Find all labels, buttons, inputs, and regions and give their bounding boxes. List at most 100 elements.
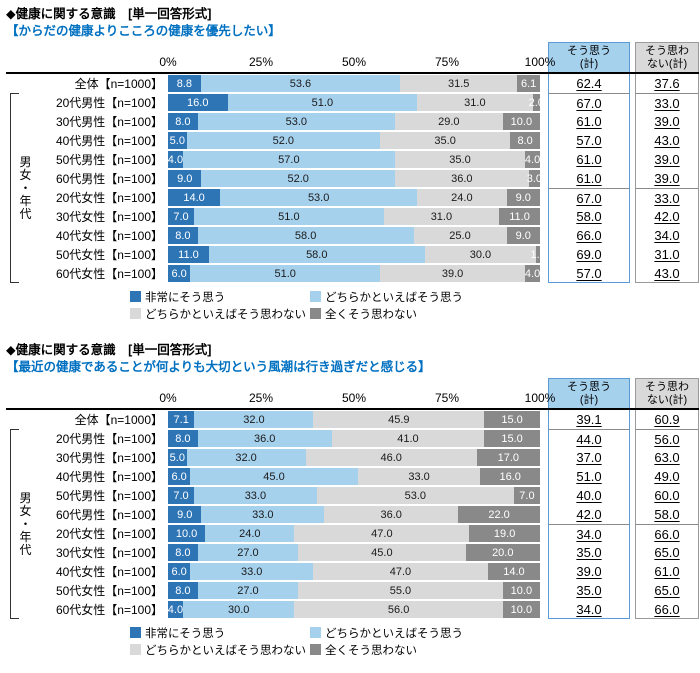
bar-segment-value: 45.0 — [371, 546, 393, 559]
bar-segment: 32.0 — [194, 411, 314, 428]
rows-container: 全体【n=1000】 8.8 53.6 31.5 6.1 62.4 37.6 20代男性【n=… — [6, 74, 699, 283]
bar-segment: 45.9 — [313, 411, 485, 428]
row-label: 50代女性【n=100】 — [55, 248, 163, 262]
agree-total-value: 58.0 — [548, 207, 630, 226]
bar-segment-value: 9.0 — [515, 191, 531, 204]
bar-segment-value: 31.0 — [430, 210, 453, 223]
stacked-bar: 7.0 33.0 53.0 7.0 — [168, 487, 540, 504]
disagree-total-header: そう思わ ない(計) — [635, 42, 699, 72]
bar-segment: 29.0 — [394, 113, 503, 130]
bar-segment: 53.0 — [220, 189, 418, 206]
bar-segment: 8.0 — [168, 544, 198, 561]
disagree-total-value: 33.0 — [635, 188, 699, 207]
bar-segment: 58.0 — [208, 246, 425, 263]
bar-segment: 6.0 — [168, 265, 191, 282]
table-row: 60代男性【n=100】 9.0 33.0 36.0 22.0 42.0 58.0 — [6, 505, 699, 524]
stacked-bar: 10.0 24.0 47.0 19.0 — [168, 525, 540, 542]
bar-segment: 51.0 — [190, 265, 381, 282]
bar-segment: 19.0 — [469, 525, 540, 542]
bar-segment-value: 31.0 — [464, 96, 486, 109]
bar-segment: 8.0 — [168, 582, 198, 599]
bar-segment-value: 51.0 — [274, 267, 296, 280]
bar-segment-value: 33.0 — [240, 565, 263, 578]
bar-segment: 51.0 — [227, 94, 418, 111]
legend-swatch — [130, 627, 141, 638]
bar-segment: 31.5 — [400, 75, 518, 92]
chart-table: 0% 25% 50% 75% 100% そう思う (計) そう思わ ない(計) 全体【n… — [6, 42, 699, 283]
legend-swatch — [310, 291, 321, 302]
agree-total-value: 37.0 — [548, 448, 630, 467]
legend-item: どちらかといえばそう思う — [310, 289, 463, 305]
bar-segment: 47.0 — [294, 525, 470, 542]
bar-segment: 4.0 — [168, 151, 183, 168]
disagree-total-value: 66.0 — [635, 524, 699, 543]
bar-segment-value: 33.0 — [244, 489, 267, 502]
bar-segment-value: 52.0 — [272, 134, 295, 147]
bar-segment-value: 51.0 — [311, 96, 334, 109]
bar-segment: 7.0 — [168, 487, 195, 504]
row-label: 40代女性【n=100】 — [55, 565, 163, 579]
bracket-spacer — [6, 378, 30, 408]
survey-chart-health-trend: ◆健康に関する意識 [単一回答形式] 【最近の健康であることが何よりも大切という… — [0, 336, 700, 658]
chart-subheading: 【からだの健康よりこころの健康を優先したい】 — [6, 24, 281, 38]
stacked-bar: 6.0 33.0 47.0 14.0 — [168, 563, 540, 580]
bar-segment-value: 8.0 — [175, 115, 191, 128]
legend-label: 非常にそう思う — [145, 291, 226, 304]
table-row: 40代男性【n=100】 5.0 52.0 35.0 8.0 57.0 43.0 — [6, 131, 699, 150]
bar-segment: 10.0 — [502, 113, 540, 130]
bar-segment: 33.0 — [201, 506, 325, 523]
stacked-bar: 4.0 57.0 35.0 4.0 — [168, 151, 540, 168]
bar-segment: 7.0 — [513, 487, 540, 504]
table-row: 60代女性【n=100】 6.0 51.0 39.0 4.0 57.0 43.0 — [6, 264, 699, 283]
bar-segment-value: 35.0 — [434, 134, 456, 147]
bar-segment: 33.0 — [190, 563, 314, 580]
bar-segment: 7.0 — [168, 208, 195, 225]
bar-segment-value: 19.0 — [493, 527, 516, 540]
bar-segment-value: 5.0 — [169, 134, 185, 147]
legend-label: 非常にそう思う — [145, 627, 226, 640]
bracket-spacer — [6, 410, 30, 429]
table-row: 50代女性【n=100】 11.0 58.0 30.0 1.0 69.0 31.0 — [6, 245, 699, 264]
row-label: 20代男性【n=100】 — [55, 432, 163, 446]
bar-segment-value: 30.0 — [227, 603, 250, 616]
bar-segment: 4.0 — [525, 265, 540, 282]
x-axis: 0% 25% 50% 75% 100% — [159, 42, 555, 72]
disagree-total-value: 63.0 — [635, 448, 699, 467]
row-label: 20代男性【n=100】 — [55, 96, 163, 110]
bar-segment: 24.0 — [205, 525, 295, 542]
table-row: 30代女性【n=100】 8.0 27.0 45.0 20.0 35.0 65.0 — [6, 543, 699, 562]
stacked-bar: 5.0 52.0 35.0 8.0 — [168, 132, 540, 149]
bar-segment: 25.0 — [413, 227, 507, 244]
bar-segment: 15.0 — [484, 430, 540, 447]
bar-segment-value: 35.0 — [449, 153, 471, 166]
bar-segment: 53.6 — [200, 75, 401, 92]
stacked-bar: 5.0 32.0 46.0 17.0 — [168, 449, 540, 466]
bar-segment: 46.0 — [305, 449, 477, 466]
stacked-bar: 8.0 58.0 25.0 9.0 — [168, 227, 540, 244]
bar-segment-value: 36.0 — [380, 508, 402, 521]
bar-segment: 10.0 — [502, 582, 540, 599]
bar-segment: 53.0 — [197, 113, 395, 130]
row-label: 40代男性【n=100】 — [55, 470, 163, 484]
bar-segment: 33.0 — [194, 487, 317, 504]
row-label: 50代男性【n=100】 — [55, 153, 163, 167]
bar-segment-value: 17.0 — [497, 451, 520, 464]
bar-segment-value: 53.0 — [404, 489, 427, 502]
bar-segment: 6.1 — [517, 75, 540, 92]
bar-segment: 32.0 — [186, 449, 306, 466]
bar-segment-value: 8.0 — [517, 134, 533, 147]
legend-line: どちらかといえばそう思わない 全くそう思わない — [130, 641, 699, 658]
bar-segment: 24.0 — [417, 189, 507, 206]
disagree-total-value: 61.0 — [635, 562, 699, 581]
bar-segment-value: 4.0 — [524, 267, 541, 280]
row-label: 50代女性【n=100】 — [55, 584, 163, 598]
table-row: 50代男性【n=100】 7.0 33.0 53.0 7.0 40.0 60.0 — [6, 486, 699, 505]
bar-segment-value: 58.0 — [294, 229, 317, 242]
agree-total-value: 67.0 — [548, 188, 630, 207]
bar-segment-value: 9.0 — [515, 229, 531, 242]
group-label: 男女・年代 — [18, 491, 32, 557]
legend-swatch — [130, 291, 141, 302]
bar-segment: 30.0 — [182, 601, 295, 618]
axis-tick: 50% — [341, 55, 367, 69]
table-row: 30代男性【n=100】 8.0 53.0 29.0 10.0 61.0 39.0 — [6, 112, 699, 131]
